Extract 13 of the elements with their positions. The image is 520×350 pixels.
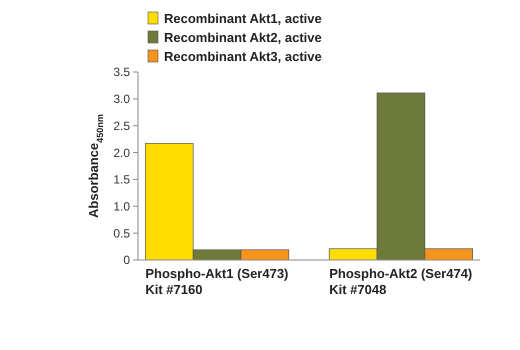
y-tick-label: 0 <box>123 253 130 268</box>
legend-label: Recombinant Akt1, active <box>164 11 322 26</box>
y-tick-label: 2.5 <box>113 118 130 133</box>
y-tick-label: 0.5 <box>113 226 130 240</box>
x-tick-label: Phospho-Akt2 (Ser474) Kit #7048 <box>329 266 472 297</box>
y-tick-label: 1.0 <box>113 199 130 214</box>
legend-label: Recombinant Akt2, active <box>164 30 322 45</box>
y-tick-label: 3.5 <box>113 65 130 80</box>
y-tick-label: 2.0 <box>113 146 130 160</box>
y-tick-label: 3.0 <box>113 92 130 106</box>
legend-label: Recombinant Akt3, active <box>164 49 322 64</box>
x-tick-label: Phospho-Akt1 (Ser473) Kit #7160 <box>145 266 288 297</box>
y-tick-label: 1.5 <box>113 172 130 187</box>
